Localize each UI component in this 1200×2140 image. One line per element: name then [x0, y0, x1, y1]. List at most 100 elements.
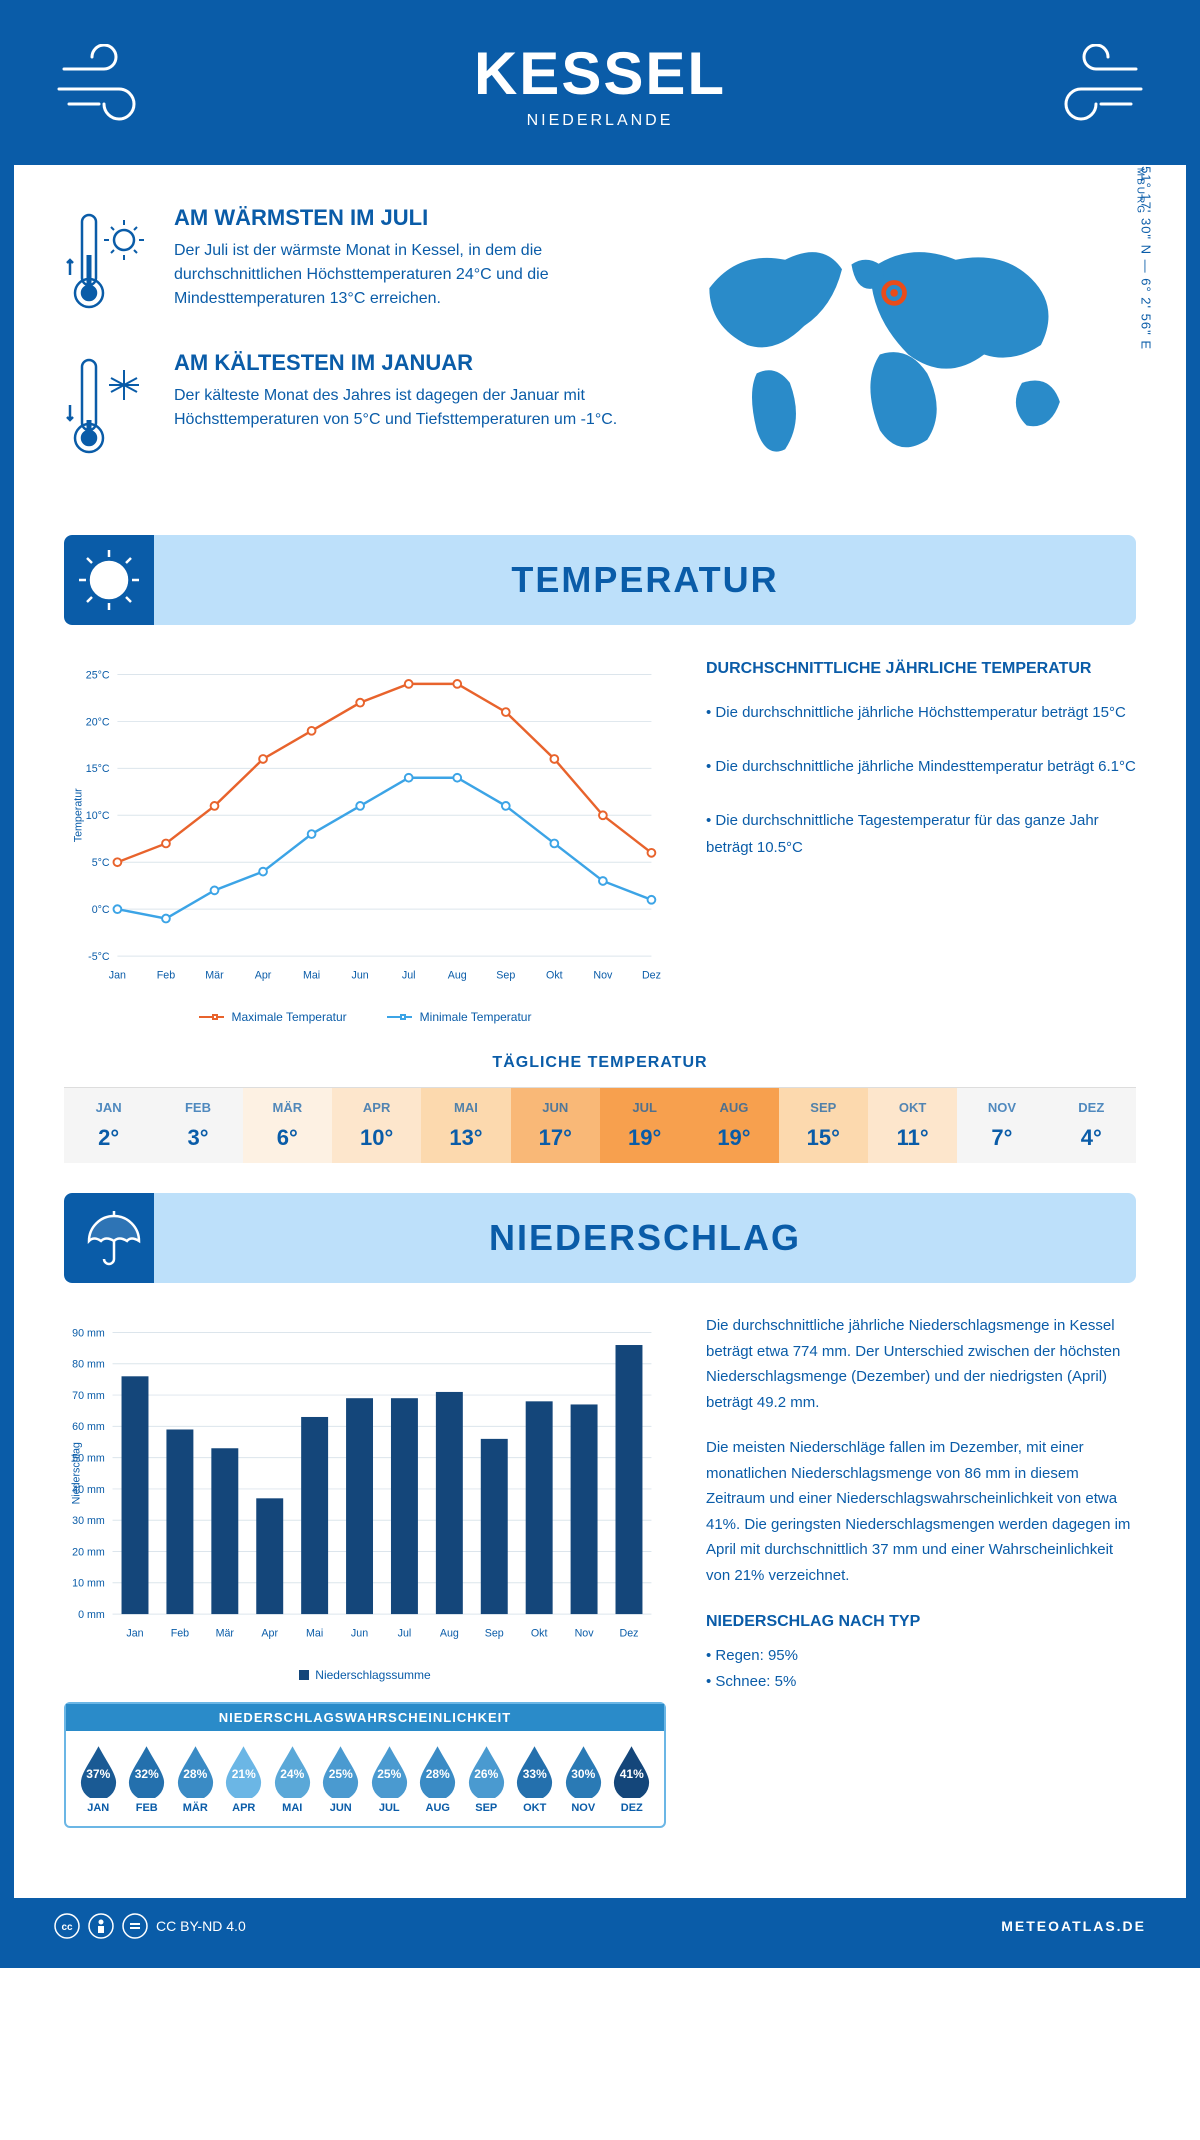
- svg-text:Feb: Feb: [171, 1627, 189, 1639]
- precipitation-probability-box: NIEDERSCHLAGSWAHRSCHEINLICHKEIT 37%JAN32…: [64, 1702, 666, 1828]
- month-cell: NOV7°: [957, 1088, 1046, 1163]
- temp-legend: Maximale Temperatur Minimale Temperatur: [64, 1010, 666, 1024]
- temp-text-title: DURCHSCHNITTLICHE JÄHRLICHE TEMPERATUR: [706, 655, 1136, 684]
- location-subtitle: NIEDERLANDE: [14, 112, 1186, 130]
- month-cell: JUN17°: [511, 1088, 600, 1163]
- drop-cell: 28%AUG: [415, 1743, 460, 1814]
- svg-text:Okt: Okt: [531, 1627, 548, 1639]
- month-cell: JAN2°: [64, 1088, 153, 1163]
- temp-bullet: • Die durchschnittliche jährliche Mindes…: [706, 753, 1136, 780]
- month-cell: SEP15°: [779, 1088, 868, 1163]
- svg-text:Jan: Jan: [126, 1627, 143, 1639]
- svg-text:Jan: Jan: [109, 969, 126, 981]
- drop-cell: 26%SEP: [464, 1743, 509, 1814]
- svg-text:-5°C: -5°C: [88, 951, 110, 963]
- world-map: LIMBURG 51° 17' 30" N — 6° 2' 56" E: [662, 205, 1136, 495]
- wind-icon: [54, 44, 164, 129]
- svg-text:Feb: Feb: [157, 969, 175, 981]
- svg-text:80 mm: 80 mm: [72, 1359, 105, 1371]
- svg-text:Sep: Sep: [496, 969, 515, 981]
- daily-temp-strip: JAN2°FEB3°MÄR6°APR10°MAI13°JUN17°JUL19°A…: [64, 1087, 1136, 1163]
- nd-icon: [122, 1913, 148, 1939]
- svg-text:10 mm: 10 mm: [72, 1578, 105, 1590]
- svg-text:Dez: Dez: [619, 1627, 638, 1639]
- precip-paragraph: Die meisten Niederschläge fallen im Deze…: [706, 1435, 1136, 1588]
- svg-text:Nov: Nov: [575, 1627, 595, 1639]
- section-banner-temperature: TEMPERATUR: [64, 535, 1136, 625]
- svg-text:Dez: Dez: [642, 969, 661, 981]
- svg-text:0 mm: 0 mm: [78, 1609, 105, 1621]
- license-text: CC BY-ND 4.0: [156, 1918, 246, 1934]
- svg-text:70 mm: 70 mm: [72, 1390, 105, 1402]
- svg-text:60 mm: 60 mm: [72, 1421, 105, 1433]
- drop-cell: 21%APR: [221, 1743, 266, 1814]
- warmest-block: AM WÄRMSTEN IM JULI Der Juli ist der wär…: [64, 205, 632, 320]
- prob-title: NIEDERSCHLAGSWAHRSCHEINLICHKEIT: [66, 1704, 664, 1731]
- warmest-title: AM WÄRMSTEN IM JULI: [174, 205, 632, 231]
- svg-text:Jun: Jun: [352, 969, 369, 981]
- drop-cell: 24%MAI: [270, 1743, 315, 1814]
- site-name: METEOATLAS.DE: [1001, 1918, 1146, 1934]
- month-cell: MAI13°: [421, 1088, 510, 1163]
- svg-text:Apr: Apr: [261, 1627, 278, 1639]
- drop-cell: 37%JAN: [76, 1743, 121, 1814]
- temp-bullet: • Die durchschnittliche jährliche Höchst…: [706, 699, 1136, 726]
- coldest-text: Der kälteste Monat des Jahres ist dagege…: [174, 384, 632, 432]
- by-icon: [88, 1913, 114, 1939]
- month-cell: JUL19°: [600, 1088, 689, 1163]
- svg-text:90 mm: 90 mm: [72, 1327, 105, 1339]
- sun-icon: [64, 535, 154, 625]
- month-cell: FEB3°: [153, 1088, 242, 1163]
- thermometer-sun-icon: [64, 205, 154, 320]
- month-cell: MÄR6°: [243, 1088, 332, 1163]
- svg-text:Mär: Mär: [216, 1627, 235, 1639]
- section-title: TEMPERATUR: [154, 559, 1136, 601]
- svg-text:Sep: Sep: [485, 1627, 504, 1639]
- thermometer-snow-icon: [64, 350, 154, 465]
- coldest-block: AM KÄLTESTEN IM JANUAR Der kälteste Mona…: [64, 350, 632, 465]
- drop-cell: 41%DEZ: [609, 1743, 654, 1814]
- precipitation-bar-chart: 0 mm10 mm20 mm30 mm40 mm50 mm60 mm70 mm8…: [64, 1313, 666, 1653]
- warmest-text: Der Juli ist der wärmste Monat in Kessel…: [174, 239, 632, 311]
- svg-text:20 mm: 20 mm: [72, 1546, 105, 1558]
- svg-text:15°C: 15°C: [86, 763, 110, 775]
- svg-text:0°C: 0°C: [92, 904, 110, 916]
- month-cell: APR10°: [332, 1088, 421, 1163]
- temp-bullet: • Die durchschnittliche Tagestemperatur …: [706, 807, 1136, 861]
- svg-text:Jul: Jul: [402, 969, 416, 981]
- wind-icon: [1036, 44, 1146, 129]
- svg-text:Mai: Mai: [306, 1627, 323, 1639]
- drop-cell: 28%MÄR: [173, 1743, 218, 1814]
- drop-cell: 32%FEB: [124, 1743, 169, 1814]
- precip-legend: Niederschlagssumme: [64, 1668, 666, 1682]
- footer: cc CC BY-ND 4.0 METEOATLAS.DE: [14, 1898, 1186, 1954]
- svg-text:Jun: Jun: [351, 1627, 368, 1639]
- month-cell: DEZ4°: [1047, 1088, 1136, 1163]
- precip-type-title: NIEDERSCHLAG NACH TYP: [706, 1608, 1136, 1635]
- svg-text:5°C: 5°C: [92, 857, 110, 869]
- daily-temp-title: TÄGLICHE TEMPERATUR: [64, 1054, 1136, 1072]
- month-cell: OKT11°: [868, 1088, 957, 1163]
- section-title: NIEDERSCHLAG: [154, 1217, 1136, 1259]
- svg-text:Jul: Jul: [398, 1627, 412, 1639]
- coldest-title: AM KÄLTESTEN IM JANUAR: [174, 350, 632, 376]
- precip-type-item: • Schnee: 5%: [706, 1669, 1136, 1695]
- svg-text:Okt: Okt: [546, 969, 563, 981]
- svg-text:Temperatur: Temperatur: [72, 788, 84, 842]
- drop-cell: 33%OKT: [512, 1743, 557, 1814]
- coordinates: 51° 17' 30" N — 6° 2' 56" E: [1139, 166, 1154, 350]
- svg-text:30 mm: 30 mm: [72, 1515, 105, 1527]
- cc-icon: cc: [54, 1913, 80, 1939]
- month-cell: AUG19°: [689, 1088, 778, 1163]
- svg-text:10°C: 10°C: [86, 810, 110, 822]
- location-title: KESSEL: [14, 39, 1186, 108]
- svg-text:25°C: 25°C: [86, 669, 110, 681]
- svg-text:Aug: Aug: [448, 969, 467, 981]
- umbrella-icon: [64, 1193, 154, 1283]
- precip-paragraph: Die durchschnittliche jährliche Niedersc…: [706, 1313, 1136, 1415]
- precip-type-item: • Regen: 95%: [706, 1643, 1136, 1669]
- drop-cell: 30%NOV: [561, 1743, 606, 1814]
- svg-text:Aug: Aug: [440, 1627, 459, 1639]
- svg-text:20°C: 20°C: [86, 716, 110, 728]
- svg-text:Mär: Mär: [205, 969, 224, 981]
